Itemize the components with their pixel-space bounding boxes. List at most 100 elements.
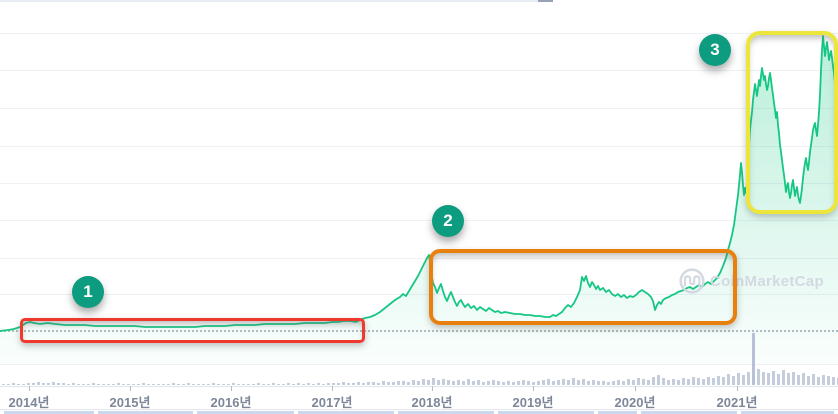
volume-bar bbox=[567, 380, 570, 385]
volume-bar bbox=[317, 383, 320, 385]
volume-bar bbox=[7, 384, 10, 385]
volume-bar bbox=[232, 383, 235, 385]
volume-bar bbox=[662, 378, 665, 385]
annotation-badge-1: 1 bbox=[72, 276, 104, 308]
volume-bar bbox=[362, 383, 365, 385]
volume-bar bbox=[702, 379, 705, 385]
x-axis-tick bbox=[130, 386, 131, 391]
volume-bar bbox=[352, 383, 355, 385]
volume-bar bbox=[387, 382, 390, 385]
volume-bar bbox=[282, 384, 285, 385]
volume-bar bbox=[62, 383, 65, 385]
volume-bar bbox=[292, 384, 295, 385]
volume-bar bbox=[277, 384, 280, 385]
volume-bar bbox=[627, 379, 630, 385]
volume-bar bbox=[377, 383, 380, 385]
volume-bar bbox=[552, 381, 555, 385]
volume-bar bbox=[777, 374, 780, 385]
gridline bbox=[0, 108, 838, 109]
volume-bar bbox=[677, 380, 680, 385]
annotation-badge-3: 3 bbox=[699, 34, 731, 66]
annotation-box-1 bbox=[20, 318, 365, 343]
volume-bar bbox=[722, 377, 725, 385]
volume-bar bbox=[127, 384, 130, 385]
volume-bar bbox=[92, 383, 95, 385]
volume-bar bbox=[87, 384, 90, 385]
volume-bar bbox=[187, 383, 190, 385]
volume-bar bbox=[47, 383, 50, 385]
volume-bar bbox=[57, 383, 60, 385]
volume-bar bbox=[492, 380, 495, 385]
volume-bar bbox=[732, 376, 735, 385]
volume-bar bbox=[412, 380, 415, 385]
volume-bar bbox=[447, 380, 450, 385]
volume-bar bbox=[817, 377, 820, 385]
volume-bar bbox=[682, 378, 685, 385]
volume-bar bbox=[572, 378, 575, 385]
volume-bar bbox=[157, 384, 160, 385]
volume-bar bbox=[107, 384, 110, 385]
volume-bar bbox=[417, 381, 420, 385]
volume-bar bbox=[562, 379, 565, 385]
gridline bbox=[0, 183, 838, 184]
volume-bar bbox=[147, 384, 150, 385]
volume-bar bbox=[392, 382, 395, 385]
volume-bar bbox=[472, 381, 475, 385]
volume-bar bbox=[402, 381, 405, 385]
volume-bar bbox=[482, 382, 485, 385]
volume-bar bbox=[142, 383, 145, 385]
volume-bar bbox=[357, 382, 360, 385]
volume-bar bbox=[527, 381, 530, 385]
x-axis-label: 2017년 bbox=[311, 395, 353, 410]
price-area-fill bbox=[0, 36, 838, 364]
volume-bar bbox=[767, 373, 770, 385]
x-axis-label: 2014년 bbox=[8, 395, 50, 410]
volume-bar bbox=[82, 384, 85, 385]
annotation-box-3 bbox=[746, 31, 838, 214]
volume-bar bbox=[307, 383, 310, 385]
volume-bar bbox=[632, 380, 635, 385]
volume-bar bbox=[432, 378, 435, 385]
volume-bar bbox=[457, 380, 460, 385]
volume-bar bbox=[547, 379, 550, 385]
bottom-table-cell-edge bbox=[741, 411, 834, 414]
volume-bar bbox=[502, 382, 505, 385]
volume-bar bbox=[17, 384, 20, 385]
volume-bar bbox=[12, 383, 15, 385]
bottom-table-cell-edge bbox=[641, 411, 737, 414]
volume-bar bbox=[742, 375, 745, 385]
volume-bar bbox=[102, 384, 105, 385]
volume-bar bbox=[382, 381, 385, 385]
volume-bar bbox=[332, 383, 335, 385]
volume-bar bbox=[717, 376, 720, 385]
volume-bar bbox=[202, 384, 205, 385]
volume-bar bbox=[2, 384, 5, 385]
volume-bar bbox=[192, 384, 195, 385]
volume-bar bbox=[727, 374, 730, 385]
volume-bar bbox=[302, 384, 305, 385]
volume-bar bbox=[737, 373, 740, 385]
volume-bar bbox=[782, 370, 785, 385]
volume-bar bbox=[257, 383, 260, 385]
volume-bar bbox=[342, 382, 345, 385]
volume-bar bbox=[807, 376, 810, 385]
volume-bar bbox=[322, 384, 325, 385]
volume-bar bbox=[712, 378, 715, 385]
annotation-badge-2: 2 bbox=[432, 205, 464, 237]
volume-bar bbox=[512, 382, 515, 385]
volume-bar bbox=[407, 382, 410, 385]
volume-bar bbox=[172, 383, 175, 385]
volume-bar bbox=[592, 380, 595, 385]
volume-bar bbox=[22, 384, 25, 385]
volume-bar bbox=[272, 383, 275, 385]
volume-bar bbox=[757, 369, 760, 385]
volume-bar bbox=[242, 384, 245, 385]
volume-bar bbox=[347, 383, 350, 385]
bottom-table-cell-edge bbox=[98, 411, 193, 414]
volume-bar bbox=[137, 384, 140, 385]
volume-bar bbox=[832, 377, 835, 385]
top-edge-band bbox=[0, 0, 553, 2]
volume-bar bbox=[532, 382, 535, 385]
volume-bar bbox=[507, 381, 510, 385]
